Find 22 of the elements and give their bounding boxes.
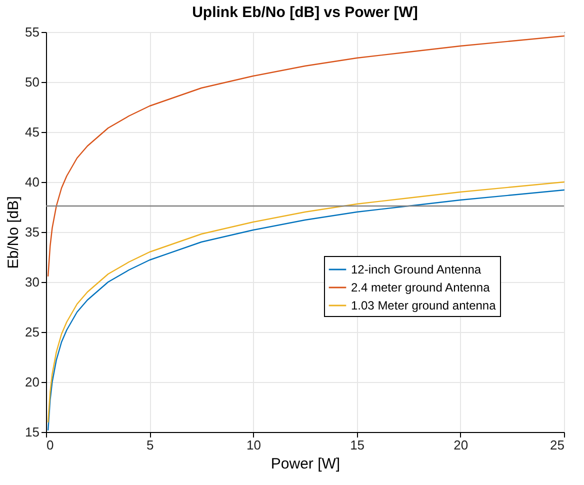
legend-label: 2.4 meter ground Antenna [351,280,490,294]
y-axis-title: Eb/No [dB] [5,196,22,269]
y-tick-label: 25 [25,324,40,340]
chart-title: Uplink Eb/No [dB] vs Power [W] [192,4,418,21]
y-tick-label: 45 [25,124,40,140]
x-tick-label: 5 [146,438,154,452]
x-tick-label: 15 [350,438,365,452]
y-tick-label: 20 [25,374,40,390]
x-tick-label: 10 [246,438,261,452]
x-tick-label: 25 [550,438,564,452]
line-series [47,35,565,277]
x-tick-label: 20 [454,438,468,452]
y-tick-label: 15 [25,424,40,440]
y-tick-label: 30 [25,274,40,290]
y-tick-label: 50 [25,74,40,90]
y-tick-label: 55 [25,24,40,40]
x-tick-label: 0 [46,438,54,452]
y-tick-label: 35 [25,224,40,240]
legend-label: 12-inch Ground Antenna [351,262,482,276]
y-tick-label: 40 [25,174,40,190]
x-axis-title: Power [W] [270,456,340,472]
legend-label: 1.03 Meter ground antenna [351,298,496,312]
